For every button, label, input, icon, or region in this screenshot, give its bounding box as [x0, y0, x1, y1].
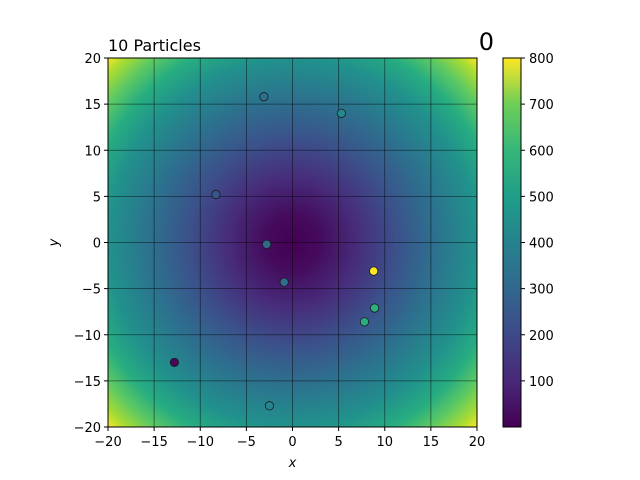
- y-tick-label: 5: [93, 190, 101, 205]
- y-axis-label: y: [47, 238, 62, 247]
- x-tick-label: 5: [334, 435, 342, 450]
- x-axis-label: x: [288, 456, 297, 471]
- y-tick-label: 15: [84, 98, 101, 113]
- x-tick-label: −10: [187, 435, 214, 450]
- colorbar-ticks: 100 200 300 400 500 600 700 800: [521, 52, 554, 390]
- y-tick-label: 10: [84, 144, 101, 159]
- y-tick-label: −5: [82, 283, 101, 298]
- particle: [369, 266, 379, 276]
- x-tick-label: −15: [140, 435, 167, 450]
- colorbar-tick-label: 800: [529, 52, 554, 67]
- chart-title-left: 10 Particles: [108, 36, 201, 55]
- particle: [279, 277, 289, 287]
- grid-lines: [108, 58, 477, 427]
- particle: [359, 317, 370, 327]
- y-tick-label: −15: [74, 375, 101, 390]
- colorbar-tick-label: 500: [529, 190, 554, 205]
- y-tick-label: −10: [74, 329, 101, 344]
- x-tick-label: −20: [94, 435, 121, 450]
- y-axis: −20 −15 −10 −5 0 5 10 15 20: [74, 52, 108, 436]
- colorbar-tick-label: 200: [529, 329, 554, 344]
- colorbar-tick-label: 300: [529, 283, 554, 298]
- x-tick-label: 15: [423, 435, 440, 450]
- chart-title-right: 0: [479, 28, 494, 56]
- particle: [211, 189, 221, 200]
- x-tick-label: 20: [469, 435, 486, 450]
- particles-layer: [169, 92, 380, 411]
- particle: [259, 92, 269, 102]
- colorbar-tick-label: 100: [529, 375, 554, 390]
- x-tick-label: 10: [376, 435, 393, 450]
- y-tick-label: 20: [84, 52, 101, 67]
- colorbar-tick-label: 600: [529, 144, 554, 159]
- particle: [262, 239, 272, 249]
- y-tick-label: −20: [74, 421, 101, 436]
- colorbar: [502, 57, 522, 428]
- particle: [370, 303, 380, 313]
- particle: [336, 108, 346, 118]
- colorbar-tick-label: 400: [529, 237, 554, 252]
- x-tick-label: 0: [288, 435, 296, 450]
- particle: [169, 357, 180, 368]
- colorbar-tick-label: 700: [529, 98, 554, 113]
- x-axis: −20 −15 −10 −5 0 5 10 15 20: [94, 427, 485, 450]
- x-tick-label: −5: [237, 435, 256, 450]
- y-tick-label: 0: [93, 237, 101, 252]
- particle: [264, 401, 275, 411]
